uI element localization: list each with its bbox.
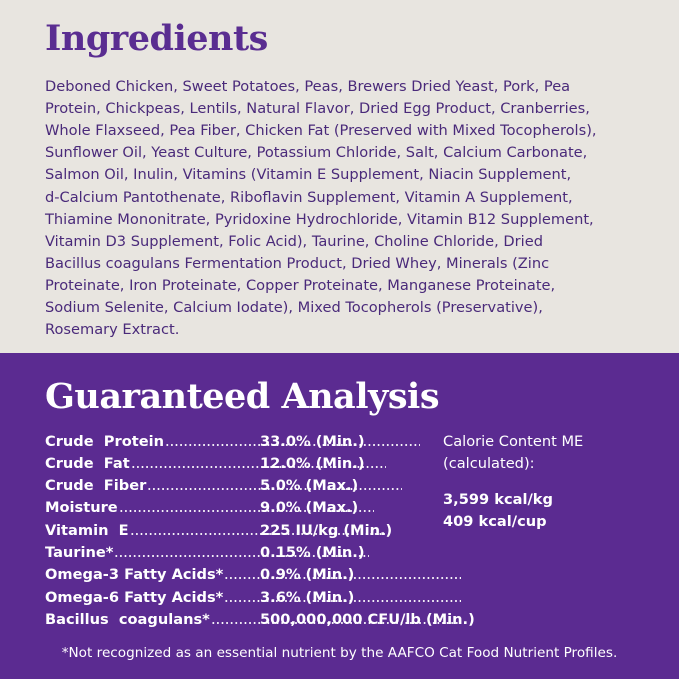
- leader-dots: [210, 621, 461, 624]
- analysis-row: Bacillus coagulans* 500,000,000 CFU/lb (M…: [45, 608, 475, 630]
- analysis-row: Omega-3 Fatty Acids* 0.9% (Min.): [45, 564, 465, 586]
- ingredient-line: Sodium Selenite, Calcium Iodate), Mixed …: [45, 299, 543, 316]
- nutrient-label: Crude Fat: [45, 454, 130, 472]
- analysis-panel: [0, 353, 679, 679]
- leader-dots: [118, 510, 374, 513]
- leader-dots: [147, 488, 403, 491]
- nutrient-value: 0.15% (Min.): [260, 544, 365, 561]
- ingredient-line: Salmon Oil, Inulin, Vitamins (Vitamin E …: [45, 166, 572, 184]
- calorie-value: 3,599 kcal/kg: [443, 491, 553, 508]
- ingredient-line: Vitamin D3 Supplement, Folic Acid), Taur…: [45, 232, 543, 250]
- nutrient-label: Crude Protein: [45, 432, 164, 450]
- nutrient-value: 9.0% (Max.): [260, 499, 359, 517]
- ingredient-line: Deboned Chicken, Sweet Potatoes, Peas, B…: [45, 78, 571, 95]
- footnote: *Not recognized as an essential nutrient…: [61, 645, 618, 661]
- ingredient-line: Proteinate, Iron Proteinate, Copper Prot…: [45, 276, 556, 294]
- ingredient-line: d-Calcium Pantothenate, Riboflavin Suppl…: [45, 188, 573, 206]
- analysis-title: Guaranteed Analysis: [45, 376, 440, 417]
- analysis-row: Omega-6 Fatty Acids* 3.6% (Min.): [45, 586, 465, 608]
- leader-dots: [129, 532, 385, 535]
- leader-dots: [130, 465, 386, 468]
- nutrient-value: 5.0% (Max.): [260, 477, 359, 495]
- nutrient-label: Moisture: [45, 499, 118, 517]
- leader-dots: [224, 599, 461, 602]
- analysis-row: Crude Protein 33.0% (Min.): [45, 430, 465, 452]
- analysis-row: Crude Fiber 5.0% (Max.): [45, 475, 465, 497]
- nutrient-label: Crude Fiber: [45, 477, 147, 495]
- calorie-heading: (calculated):: [443, 455, 535, 472]
- nutrient-label: Taurine*: [45, 544, 114, 561]
- nutrient-value: 225 IU/kg (Min.): [260, 521, 393, 539]
- nutrient-label: Bacillus coagulans*: [45, 610, 210, 628]
- leader-dots: [114, 555, 370, 557]
- ingredient-line: Sunflower Oil, Yeast Culture, Potassium …: [45, 144, 588, 162]
- nutrient-label: Vitamin E: [45, 521, 129, 539]
- nutrient-value: 500,000,000 CFU/lb (Min.): [260, 610, 475, 628]
- leader-dots: [224, 577, 461, 580]
- nutrient-value: 33.0% (Min.): [260, 432, 365, 450]
- ingredient-line: Bacillus coagulans Fermentation Product,…: [45, 254, 550, 272]
- nutrient-label: Omega-3 Fatty Acids*: [45, 566, 224, 584]
- ingredients-panel: [0, 0, 679, 353]
- ingredient-line: Whole Flaxseed, Pea Fiber, Chicken Fat (…: [45, 122, 597, 140]
- leader-dots: [165, 443, 420, 446]
- ingredient-line: Thiamine Mononitrate, Pyridoxine Hydroch…: [45, 210, 594, 228]
- nutrient-label: Omega-6 Fatty Acids*: [45, 588, 224, 606]
- analysis-row: Crude Fat 12.0% (Min.): [45, 452, 465, 474]
- calorie-value: 409 kcal/cup: [443, 513, 547, 530]
- analysis-row: Vitamin E 225 IU/kg (Min.): [45, 519, 465, 541]
- analysis-row: Moisture 9.0% (Max.): [45, 497, 465, 519]
- ingredient-line: Protein, Chickpeas, Lentils, Natural Fla…: [45, 100, 590, 118]
- calorie-heading: Calorie Content ME: [443, 433, 584, 450]
- nutrient-value: 0.9% (Min.): [260, 566, 355, 584]
- nutrient-value: 12.0% (Min.): [260, 454, 365, 472]
- ingredient-line: Rosemary Extract.: [45, 321, 180, 339]
- ingredients-title: Ingredients: [45, 18, 268, 59]
- analysis-row: Taurine* 0.15% (Min.): [45, 542, 465, 564]
- nutrient-value: 3.6% (Min.): [260, 588, 355, 606]
